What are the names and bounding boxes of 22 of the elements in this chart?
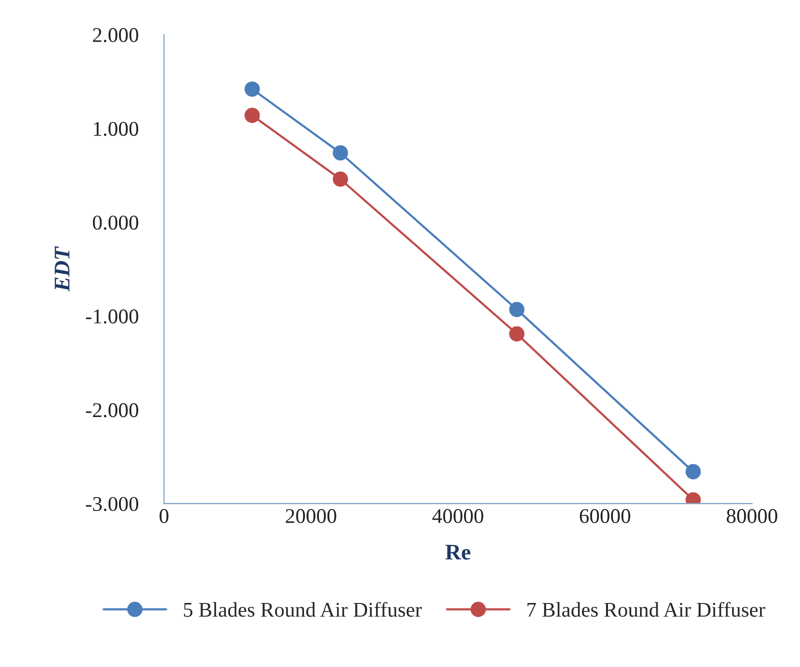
y-tick-label: 2.000 [93,28,138,42]
y-tick-label: -3.000 [86,496,138,512]
point [332,145,348,160]
x-tick-label: 20000 [286,509,336,524]
legend-label: 7 Blades Round Air Diffuser [528,602,766,617]
x-tick-label: 0 [160,509,168,524]
point [509,326,524,342]
y-axis-title: EDT [54,246,70,292]
legend-label: 5 Blades Round Air Diffuser [184,602,422,617]
point [244,81,260,97]
x-tick-label: 80000 [726,509,778,524]
point [686,464,701,480]
point [332,171,348,187]
x-tick-label: 60000 [580,509,630,524]
x-axis-title: Re [445,544,470,560]
y-tick-label: -2.000 [86,403,138,418]
point [244,108,260,123]
point [509,302,524,318]
y-tick-label: -1.000 [86,309,138,324]
x-tick-label: 40000 [432,509,484,524]
y-tick-label: 0.000 [92,216,138,230]
y-tick-label: 1.000 [94,122,138,136]
